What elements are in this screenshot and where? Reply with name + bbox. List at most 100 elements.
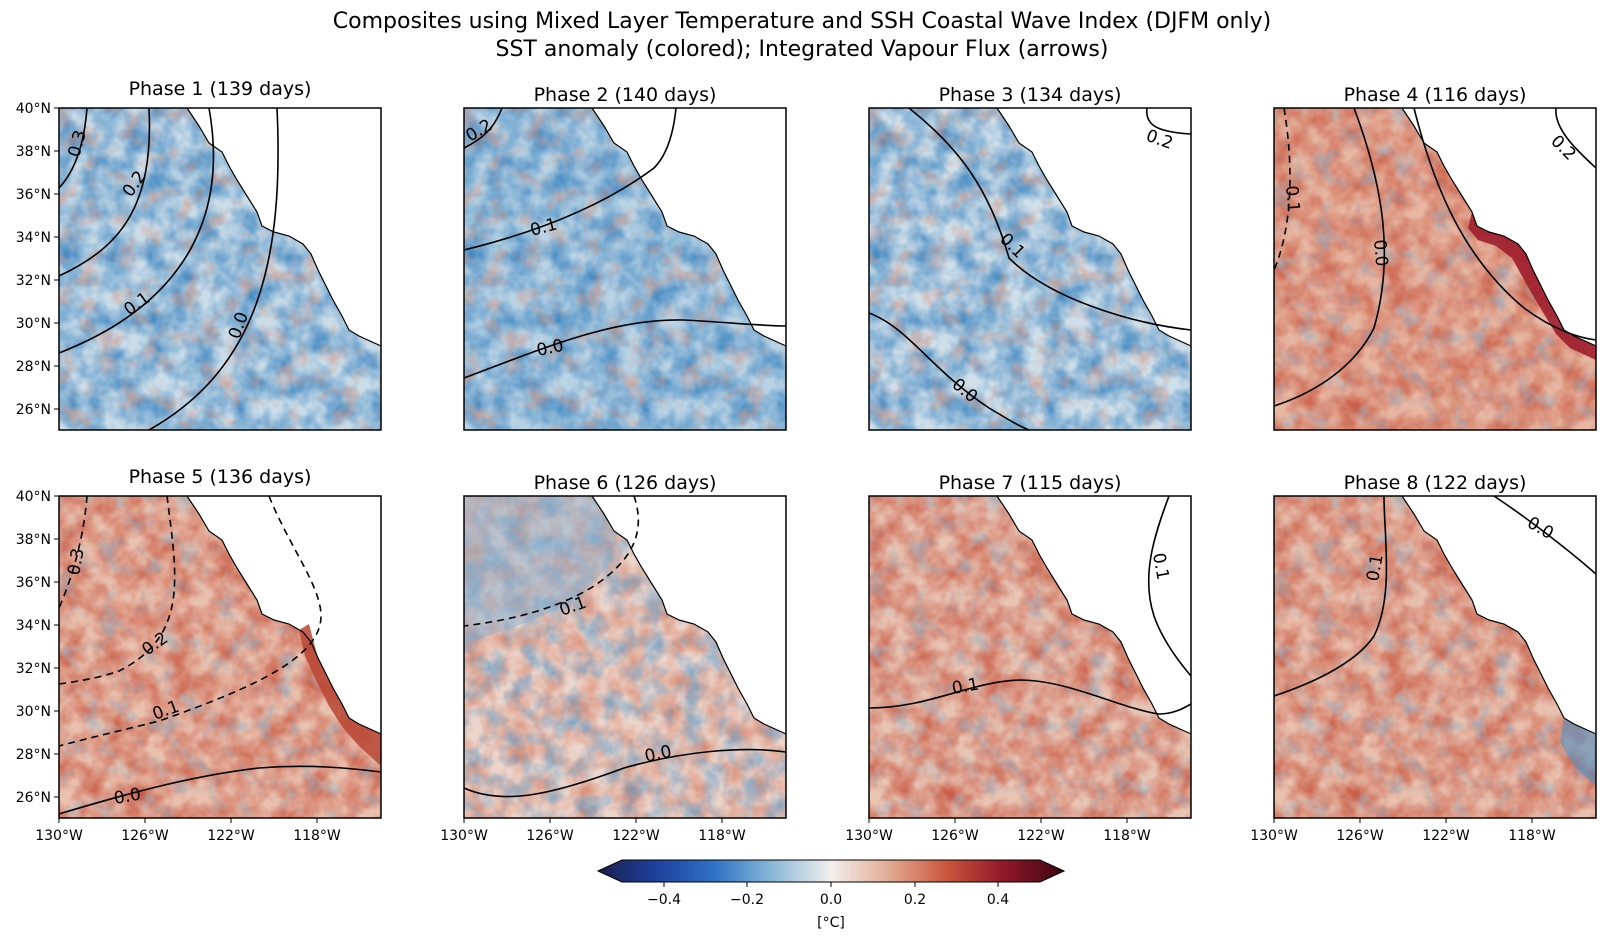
lon-tick: 122°W (1422, 818, 1470, 844)
contour-line (58, 495, 176, 685)
colorbar-tick: 0.4 (987, 882, 1009, 908)
lon-axis-2: 130°W 126°W 122°W 118°W (440, 818, 746, 844)
svg-text:0.4: 0.4 (987, 892, 1009, 908)
contour-label: 0.2 (1143, 126, 1175, 154)
coastline (591, 495, 787, 735)
lat-tick: 34°N (16, 230, 59, 246)
contour-label: 0.0 (112, 785, 142, 809)
contour-line (1273, 107, 1386, 407)
panel-frame (1273, 495, 1597, 819)
lon-tick: 130°W (1250, 818, 1298, 844)
svg-text:118°W: 118°W (1103, 828, 1151, 844)
lon-axis-4: 130°W 126°W 122°W 118°W (1250, 818, 1556, 844)
coastline (186, 495, 382, 735)
panel-7: Phase 7 (115 days) 0.1 0.1 (868, 472, 1192, 819)
colorbar-tick: −0.4 (647, 882, 681, 908)
lat-tick: 32°N (16, 273, 59, 289)
contour-line (1493, 495, 1597, 575)
panel-title: Phase 5 (136 days) (129, 466, 312, 488)
lon-tick: 126°W (931, 818, 979, 844)
svg-text:0.0: 0.0 (820, 892, 842, 908)
svg-text:36°N: 36°N (16, 187, 51, 203)
svg-text:34°N: 34°N (16, 618, 51, 634)
lat-tick: 38°N (16, 532, 59, 548)
colorbar-tick: 0.0 (820, 882, 842, 908)
panel-2: Phase 2 (140 days) 0.2 0.1 0.0 (463, 84, 787, 431)
svg-text:122°W: 122°W (1017, 828, 1065, 844)
colorbar-label: [°C] (817, 915, 845, 931)
sst-field (59, 108, 381, 430)
lon-tick: 118°W (698, 818, 746, 844)
panel-title: Phase 4 (116 days) (1344, 84, 1527, 106)
contour-line (463, 319, 787, 379)
contour-line (463, 107, 677, 251)
coastal-warm-band (299, 624, 381, 766)
coastline (1401, 495, 1597, 735)
svg-text:126°W: 126°W (526, 828, 574, 844)
panel-1: Phase 1 (139 days) 0.3 0.2 0.1 0.0 (58, 78, 382, 431)
svg-text:26°N: 26°N (16, 402, 51, 418)
sst-field (869, 496, 1191, 818)
panel-5: Phase 5 (136 days) 0.3 0.2 0.1 0.0 (58, 466, 382, 819)
contour-label: 0.0 (1524, 513, 1557, 544)
panel-title: Phase 1 (139 days) (129, 78, 312, 100)
contour-label: 0.1 (1148, 551, 1172, 581)
lon-tick: 122°W (612, 818, 660, 844)
svg-text:26°N: 26°N (16, 790, 51, 806)
lat-tick: 36°N (16, 575, 59, 591)
lat-tick: 34°N (16, 618, 59, 634)
contour-line (58, 495, 322, 747)
svg-text:−0.2: −0.2 (730, 892, 764, 908)
lon-tick: 122°W (207, 818, 255, 844)
lon-tick: 130°W (440, 818, 488, 844)
lat-tick: 36°N (16, 187, 59, 203)
colorbar-tick: 0.2 (904, 882, 926, 908)
panel-title: Phase 3 (134 days) (939, 84, 1122, 106)
panel-frame (58, 495, 382, 819)
lat-tick: 32°N (16, 661, 59, 677)
contour-line (1555, 107, 1597, 169)
lat-tick: 30°N (16, 316, 59, 332)
lon-tick: 126°W (526, 818, 574, 844)
lon-tick: 130°W (35, 818, 83, 844)
lat-tick: 28°N (16, 747, 59, 763)
sst-field (59, 496, 381, 818)
figure-title-line2: SST anomaly (colored); Integrated Vapour… (496, 37, 1109, 62)
svg-text:36°N: 36°N (16, 575, 51, 591)
coastline (1401, 107, 1597, 347)
svg-text:40°N: 40°N (16, 489, 51, 505)
contour-label: 0.1 (1281, 185, 1303, 214)
svg-text:32°N: 32°N (16, 661, 51, 677)
panel-title: Phase 8 (122 days) (1344, 472, 1527, 494)
lat-axis-bottom: 40°N 38°N 36°N 34°N 32°N 30°N 28°N 26°N (16, 489, 59, 806)
lat-axis-top: 40°N 38°N 36°N 34°N 32°N 30°N 28°N 26°N (16, 101, 59, 418)
panel-title: Phase 7 (115 days) (939, 472, 1122, 494)
contour-line (58, 107, 88, 189)
panel-6: Phase 6 (126 days) 0.1 0.0 (463, 472, 787, 819)
lat-tick: 26°N (16, 402, 59, 418)
panel-title: Phase 2 (140 days) (534, 84, 717, 106)
panel-3: Phase 3 (134 days) 0.2 0.1 0.0 (868, 84, 1192, 431)
svg-text:28°N: 28°N (16, 747, 51, 763)
contour-line (148, 107, 279, 431)
svg-text:40°N: 40°N (16, 101, 51, 117)
panel-frame (1273, 107, 1597, 431)
svg-text:38°N: 38°N (16, 144, 51, 160)
lat-tick: 26°N (16, 790, 59, 806)
svg-text:130°W: 130°W (35, 828, 83, 844)
panel-frame (58, 107, 382, 431)
contour-label: 0.2 (1546, 131, 1579, 164)
contour-line (58, 495, 88, 609)
contour-line (463, 495, 640, 627)
svg-text:130°W: 130°W (440, 828, 488, 844)
coastline (591, 107, 787, 347)
lat-tick: 40°N (16, 101, 59, 117)
contour-line (908, 107, 1192, 331)
lon-tick: 118°W (1103, 818, 1151, 844)
contour-line (868, 679, 1192, 715)
svg-text:126°W: 126°W (931, 828, 979, 844)
lon-tick: 126°W (121, 818, 169, 844)
panel-4: Phase 4 (116 days) 0.2 0.1 0.0 (1273, 84, 1597, 431)
svg-text:28°N: 28°N (16, 359, 51, 375)
contour-line (58, 107, 215, 354)
